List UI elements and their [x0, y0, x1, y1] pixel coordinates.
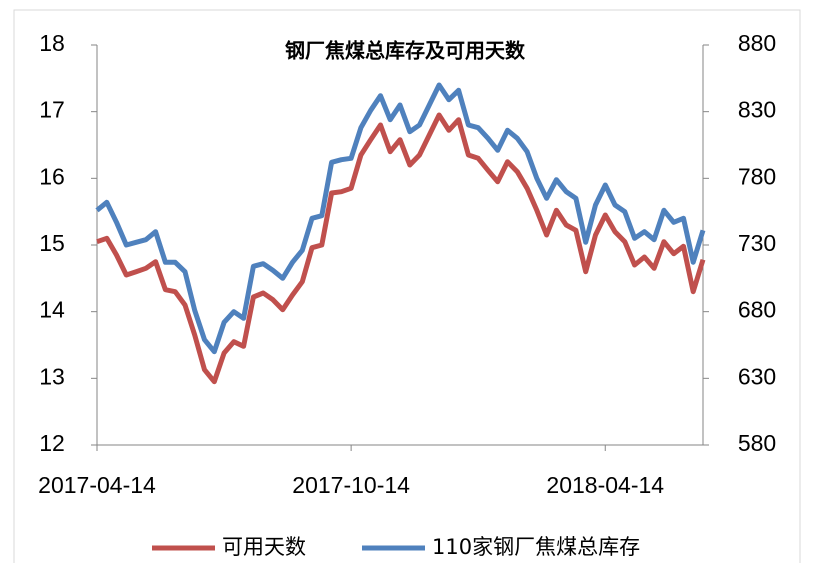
y2-tick-label: 630: [738, 363, 776, 389]
x-tick-label: 2018-04-14: [546, 472, 664, 498]
y-tick-label: 13: [39, 363, 65, 389]
y2-tick-label: 730: [738, 230, 776, 256]
y2-tick-label: 580: [738, 430, 776, 456]
chart-frame: [13, 9, 801, 563]
legend-label: 110家钢厂焦煤总库存: [432, 535, 640, 559]
y-tick-label: 14: [39, 297, 65, 323]
y2-tick-label: 830: [738, 97, 776, 123]
y-tick-label: 17: [39, 97, 65, 123]
y-tick-label: 15: [39, 230, 65, 256]
series-line: [95, 82, 706, 355]
x-tick-label: 2017-04-14: [38, 472, 156, 498]
y-tick-label: 16: [39, 163, 65, 189]
chart-title: 钢厂焦煤总库存及可用天数: [285, 39, 526, 63]
x-tick-label: 2017-10-14: [292, 472, 410, 498]
y-tick-label: 18: [39, 30, 65, 56]
y2-tick-label: 880: [738, 30, 776, 56]
y2-tick-label: 780: [738, 163, 776, 189]
legend-label: 可用天数: [222, 535, 306, 559]
y2-tick-label: 680: [738, 297, 776, 323]
y-tick-label: 12: [39, 430, 65, 456]
series-line: [96, 112, 706, 385]
